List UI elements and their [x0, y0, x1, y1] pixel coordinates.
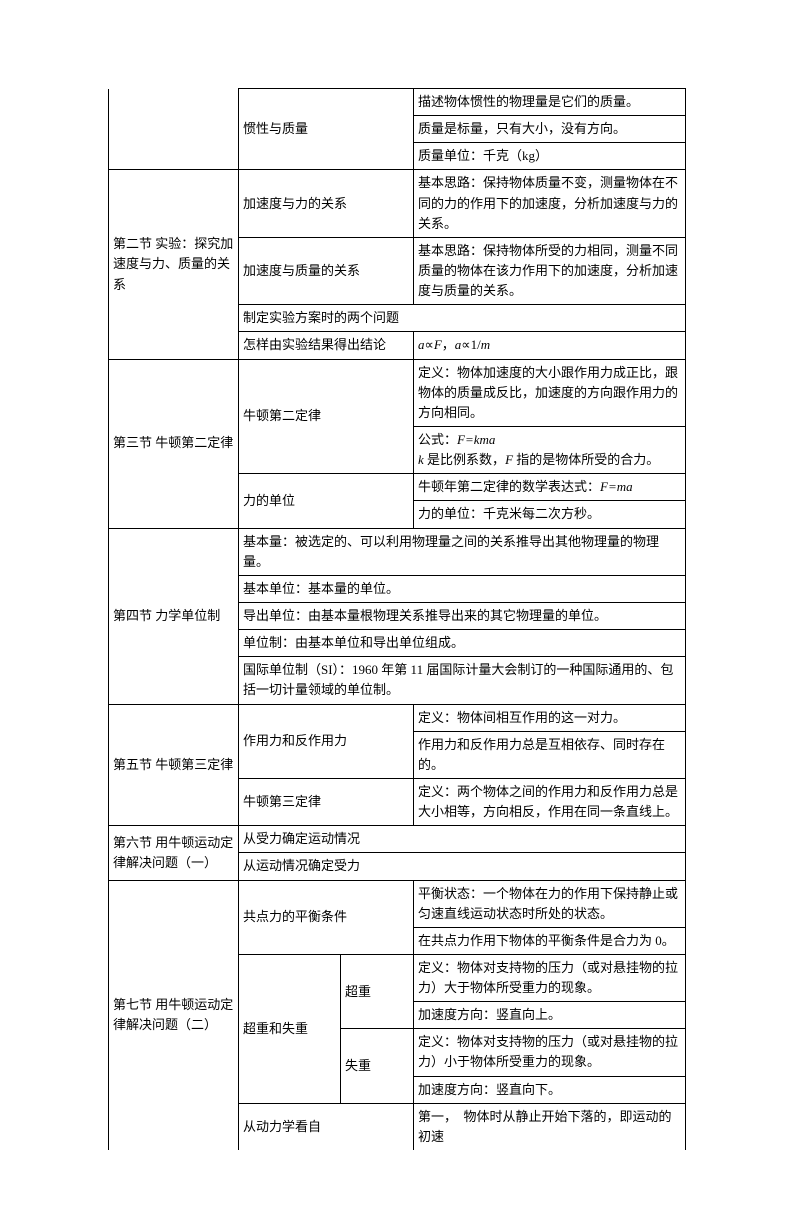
content-cell: 描述物体惯性的物理量是它们的质量。 [414, 89, 686, 116]
subtopic-cell: 惯性与质量 [239, 89, 414, 170]
content-cell: 质量是标量，只有大小，没有方向。 [414, 116, 686, 143]
content-cell: 公式：F=kmak 是比例系数，F 指的是物体所受的合力。 [414, 426, 686, 473]
subtopic-cell: 作用力和反作用力 [239, 704, 414, 778]
subtopic-cell: 牛顿第二定律 [239, 359, 414, 474]
section-cell: 第三节 牛顿第二定律 [109, 359, 239, 528]
section-cell: 第五节 牛顿第三定律 [109, 704, 239, 826]
content-cell: 定义：物体加速度的大小跟作用力成正比，跟物体的质量成反比，加速度的方向跟作用力的… [414, 359, 686, 426]
content-cell: 制定实验方案时的两个问题 [239, 305, 686, 332]
content-cell: 从运动情况确定受力 [239, 853, 686, 880]
content-cell: 力的单位：千克米每二次方秒。 [414, 501, 686, 528]
table-row: 第七节 用牛顿运动定律解决问题（二） 共点力的平衡条件 平衡状态：一个物体在力的… [109, 880, 686, 927]
content-cell: a∝F，a∝1/m [414, 332, 686, 359]
content-cell: 第一， 物体时从静止开始下落的，即运动的初速 [414, 1103, 686, 1150]
section-cell: 第四节 力学单位制 [109, 528, 239, 704]
text-span: 是比例系数， [427, 452, 505, 467]
content-cell: 定义：物体对支持物的压力（或对悬挂物的拉力）大于物体所受重力的现象。 [414, 954, 686, 1001]
subsubtopic-cell: 超重 [341, 954, 414, 1028]
content-cell: 平衡状态：一个物体在力的作用下保持静止或匀速直线运动状态时所处的状态。 [414, 880, 686, 927]
section-cell: 第六节 用牛顿运动定律解决问题（一） [109, 826, 239, 880]
content-cell: 单位制：由基本单位和导出单位组成。 [239, 630, 686, 657]
content-cell: 从受力确定运动情况 [239, 826, 686, 853]
content-cell: 基本量：被选定的、可以利用物理量之间的关系推导出其他物理量的物理量。 [239, 528, 686, 575]
content-cell: 加速度方向：竖直向下。 [414, 1076, 686, 1103]
section-cell: 第七节 用牛顿运动定律解决问题（二） [109, 880, 239, 1150]
content-cell: 导出单位：由基本量根物理关系推导出来的其它物理量的单位。 [239, 602, 686, 629]
subtopic-cell: 牛顿第三定律 [239, 778, 414, 825]
content-cell: 在共点力作用下物体的平衡条件是合力为 0。 [414, 927, 686, 954]
content-cell: 质量单位：千克（kg） [414, 143, 686, 170]
table-row: 第六节 用牛顿运动定律解决问题（一） 从受力确定运动情况 [109, 826, 686, 853]
content-cell: 国际单位制（SI）：1960 年第 11 届国际计量大会制订的一种国际通用的、包… [239, 657, 686, 704]
content-cell: 定义：物体对支持物的压力（或对悬挂物的拉力）小于物体所受重力的现象。 [414, 1029, 686, 1076]
table-row: 第五节 牛顿第三定律 作用力和反作用力 定义：物体间相互作用的这一对力。 [109, 704, 686, 731]
table-row: 第二节 实验：探究加速度与力、质量的关系 加速度与力的关系 基本思路：保持物体质… [109, 170, 686, 237]
physics-outline-table: 惯性与质量 描述物体惯性的物理量是它们的质量。 质量是标量，只有大小，没有方向。… [108, 88, 686, 1150]
content-cell: 定义：物体间相互作用的这一对力。 [414, 704, 686, 731]
content-cell: 定义：两个物体之间的作用力和反作用力总是大小相等，方向相反，作用在同一条直线上。 [414, 778, 686, 825]
table-row: 惯性与质量 描述物体惯性的物理量是它们的质量。 [109, 89, 686, 116]
subtopic-cell: 超重和失重 [239, 954, 341, 1103]
subtopic-cell: 共点力的平衡条件 [239, 880, 414, 954]
table-row: 第三节 牛顿第二定律 牛顿第二定律 定义：物体加速度的大小跟作用力成正比，跟物体… [109, 359, 686, 426]
section-cell [109, 89, 239, 170]
section-cell: 第二节 实验：探究加速度与力、质量的关系 [109, 170, 239, 359]
table-row: 第四节 力学单位制 基本量：被选定的、可以利用物理量之间的关系推导出其他物理量的… [109, 528, 686, 575]
subtopic-cell: 力的单位 [239, 474, 414, 528]
content-cell: 基本单位：基本量的单位。 [239, 575, 686, 602]
content-cell: 基本思路：保持物体质量不变，测量物体在不同的力的作用下的加速度，分析加速度与力的… [414, 170, 686, 237]
text-span: 指的是物体所受的合力。 [516, 452, 659, 467]
content-cell: 加速度方向：竖直向上。 [414, 1002, 686, 1029]
subtopic-cell: 加速度与质量的关系 [239, 237, 414, 304]
content-cell: 牛顿年第二定律的数学表达式：F=ma [414, 474, 686, 501]
subtopic-cell: 从动力学看自 [239, 1103, 414, 1150]
content-cell: 基本思路：保持物体所受的力相同，测量不同质量的物体在该力作用下的加速度，分析加速… [414, 237, 686, 304]
subsubtopic-cell: 失重 [341, 1029, 414, 1103]
subtopic-cell: 怎样由实验结果得出结论 [239, 332, 414, 359]
subtopic-cell: 加速度与力的关系 [239, 170, 414, 237]
content-cell: 作用力和反作用力总是互相依存、同时存在的。 [414, 731, 686, 778]
